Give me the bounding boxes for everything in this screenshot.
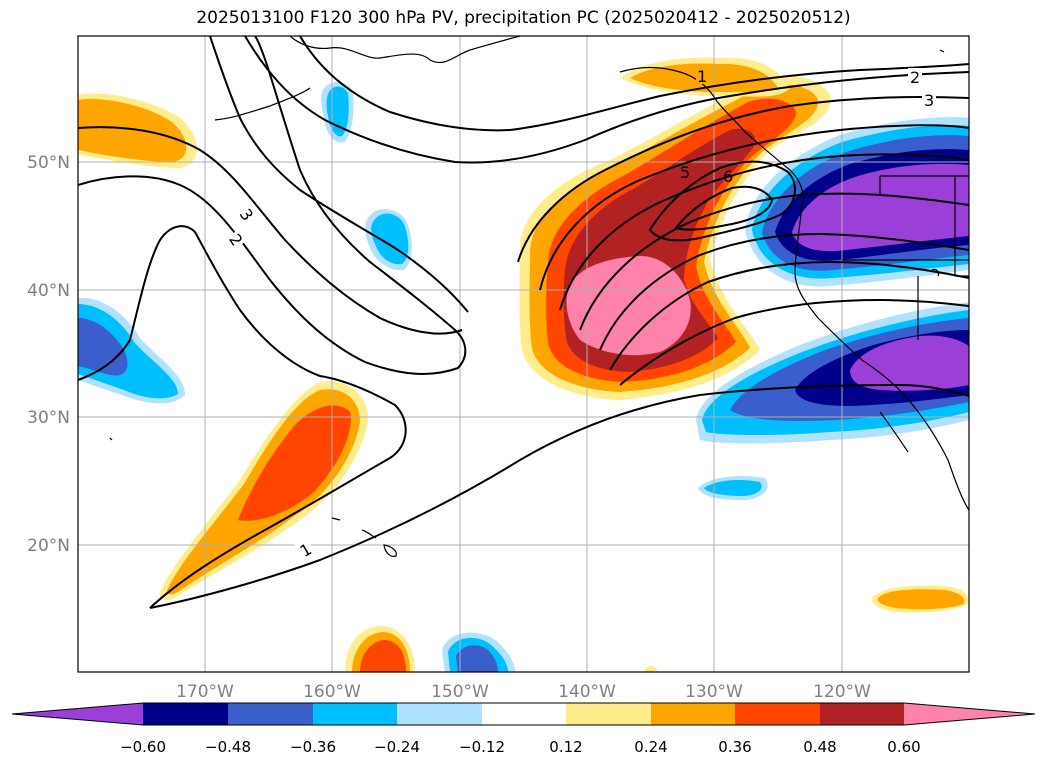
lat-label: 20°N bbox=[27, 536, 70, 556]
colorbar-segment bbox=[651, 703, 735, 725]
contour-label: 6 bbox=[723, 167, 733, 186]
page-title: 2025013100 F120 300 hPa PV, precipitatio… bbox=[196, 8, 851, 28]
colorbar-segments bbox=[12, 703, 1035, 725]
colorbar-tick-label: 0.36 bbox=[718, 738, 751, 756]
colorbar-segment bbox=[313, 703, 397, 725]
colorbar-outline bbox=[11, 702, 1036, 726]
colorbar-tick-label: −0.36 bbox=[290, 738, 336, 756]
colorbar-segment bbox=[566, 703, 651, 725]
colorbar-tick-label: −0.48 bbox=[205, 738, 251, 756]
lon-label: 150°W bbox=[431, 682, 489, 700]
colorbar-segment bbox=[143, 703, 228, 725]
contour-label: 2 bbox=[910, 68, 920, 87]
colorbar-segment bbox=[820, 703, 904, 725]
colorbar-tick-label: 0.12 bbox=[549, 738, 582, 756]
lat-label: 30°N bbox=[27, 408, 70, 428]
colorbar-segment bbox=[482, 703, 566, 725]
lon-label: 130°W bbox=[685, 682, 743, 700]
map-panel: 1 1 2 2 3 3 5 6 50°N 40°N 30°N 20°N 170°… bbox=[27, 35, 970, 700]
contour-label: 5 bbox=[680, 163, 690, 182]
map-frame bbox=[77, 35, 970, 673]
contour-label: 1 bbox=[697, 67, 707, 86]
colorbar-tick-label: −0.24 bbox=[374, 738, 420, 756]
positive-anomaly-dateline-north bbox=[78, 93, 197, 168]
lon-label: 120°W bbox=[813, 682, 871, 700]
colorbar-extend-high bbox=[904, 703, 1035, 725]
contour-label: 3 bbox=[924, 91, 934, 110]
lat-label: 40°N bbox=[27, 281, 70, 301]
lat-label: 50°N bbox=[27, 153, 70, 173]
lat-axis: 50°N 40°N 30°N 20°N bbox=[27, 153, 70, 556]
lon-axis: 170°W 160°W 150°W 140°W 130°W 120°W bbox=[176, 682, 871, 700]
colorbar-tick-label: −0.12 bbox=[459, 738, 505, 756]
lon-label: 170°W bbox=[176, 682, 234, 700]
colorbar-extend-low bbox=[12, 703, 143, 725]
contour-labels: 1 1 2 2 3 3 5 6 bbox=[225, 66, 936, 561]
colorbar-segment bbox=[735, 703, 820, 725]
colorbar-tick-label: 0.48 bbox=[803, 738, 836, 756]
colorbar-ticks: −0.60 −0.48 −0.36 −0.24 −0.12 0.12 0.24 … bbox=[120, 738, 921, 756]
colorbar-tick-label: 0.24 bbox=[634, 738, 667, 756]
negative-anomaly-baja bbox=[696, 302, 969, 500]
pv-contours bbox=[78, 36, 969, 609]
negative-anomaly-west-edge bbox=[78, 297, 185, 404]
lon-label: 140°W bbox=[558, 682, 616, 700]
coastlines bbox=[109, 36, 969, 557]
colorbar-tick-label: −0.60 bbox=[120, 738, 166, 756]
positive-anomaly-bottom bbox=[345, 585, 969, 672]
lon-label: 160°W bbox=[303, 682, 361, 700]
colorbar-segment bbox=[228, 703, 313, 725]
colorbar-segment bbox=[397, 703, 482, 725]
colorbar-tick-label: 0.60 bbox=[887, 738, 920, 756]
